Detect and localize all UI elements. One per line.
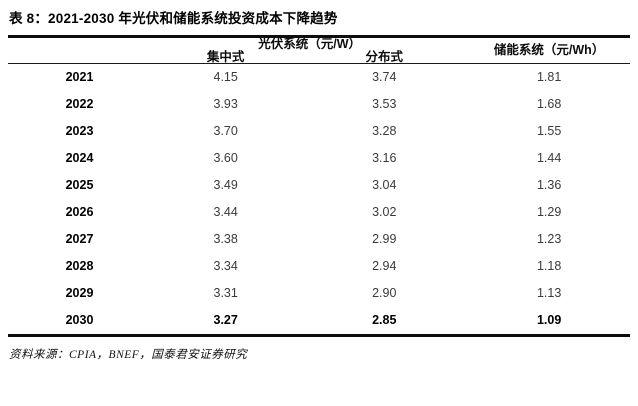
table-row: 2025 3.49 3.04 1.36 xyxy=(8,172,630,199)
table-header: 光伏系统（元/W） 储能系统（元/Wh） 集中式 分布式 xyxy=(8,37,630,64)
year-cell: 2024 xyxy=(65,151,94,165)
centralized-cost-cell: 3.49 xyxy=(213,178,238,192)
year-column-header-spacer xyxy=(8,37,151,51)
distributed-cost-cell: 3.74 xyxy=(372,70,397,84)
table-row: 2030 3.27 2.85 1.09 xyxy=(8,307,630,336)
storage-cost-cell: 1.18 xyxy=(536,259,562,273)
storage-system-group-header: 储能系统（元/Wh） xyxy=(493,43,605,58)
table-row: 2028 3.34 2.94 1.18 xyxy=(8,253,630,280)
table-row: 2021 4.15 3.74 1.81 xyxy=(8,64,630,92)
table-row: 2027 3.38 2.99 1.23 xyxy=(8,226,630,253)
centralized-cost-cell: 3.93 xyxy=(213,97,238,111)
table-row: 2026 3.44 3.02 1.29 xyxy=(8,199,630,226)
distributed-cost-cell: 2.90 xyxy=(372,286,397,300)
table-row: 2029 3.31 2.90 1.13 xyxy=(8,280,630,307)
year-subheader-spacer xyxy=(8,51,151,64)
distributed-cost-cell: 2.94 xyxy=(372,259,397,273)
centralized-cost-cell: 3.70 xyxy=(213,124,238,138)
table-title: 表 8：2021-2030 年光伏和储能系统投资成本下降趋势 xyxy=(9,11,338,26)
centralized-cost-cell: 4.15 xyxy=(213,70,238,84)
centralized-cost-cell: 3.27 xyxy=(213,313,238,327)
centralized-cost-cell: 3.38 xyxy=(213,232,238,246)
sub-header-row: 集中式 分布式 xyxy=(8,49,630,64)
table-row: 2024 3.60 3.16 1.44 xyxy=(8,145,630,172)
table-row: 2022 3.93 3.53 1.68 xyxy=(8,91,630,118)
storage-cost-cell: 1.44 xyxy=(536,151,562,165)
storage-cost-cell: 1.23 xyxy=(536,232,562,246)
storage-cost-cell: 1.81 xyxy=(536,70,562,84)
storage-cost-cell: 1.55 xyxy=(536,124,562,138)
distributed-cost-cell: 2.99 xyxy=(372,232,397,246)
distributed-cost-cell: 3.02 xyxy=(372,205,397,219)
cost-table: 光伏系统（元/W） 储能系统（元/Wh） 集中式 分布式 2021 4.15 3… xyxy=(8,35,630,337)
centralized-cost-cell: 3.60 xyxy=(213,151,238,165)
distributed-cost-cell: 2.85 xyxy=(372,313,397,327)
year-cell: 2022 xyxy=(65,97,94,111)
year-cell: 2023 xyxy=(65,124,94,138)
year-cell: 2030 xyxy=(65,313,94,327)
distributed-cost-cell: 3.16 xyxy=(372,151,397,165)
centralized-cost-cell: 3.44 xyxy=(213,205,238,219)
year-cell: 2026 xyxy=(65,205,94,219)
year-cell: 2025 xyxy=(65,178,94,192)
year-cell: 2029 xyxy=(65,286,94,300)
centralized-cost-cell: 3.31 xyxy=(213,286,238,300)
storage-cost-cell: 1.13 xyxy=(536,286,562,300)
table-row: 2023 3.70 3.28 1.55 xyxy=(8,118,630,145)
group-header-row: 光伏系统（元/W） 储能系统（元/Wh） xyxy=(8,37,630,57)
storage-cost-cell: 1.36 xyxy=(536,178,562,192)
distributed-cost-cell: 3.28 xyxy=(372,124,397,138)
source-note: 资料来源：CPIA，BNEF，国泰君安证券研究 xyxy=(9,349,248,361)
year-cell: 2027 xyxy=(65,232,94,246)
pv-system-group-header: 光伏系统（元/W） xyxy=(258,37,362,51)
centralized-cost-cell: 3.34 xyxy=(213,259,238,273)
distributed-cost-cell: 3.53 xyxy=(372,97,397,111)
year-cell: 2028 xyxy=(65,259,94,273)
distributed-column-header: 分布式 xyxy=(365,49,404,64)
distributed-cost-cell: 3.04 xyxy=(372,178,397,192)
centralized-column-header: 集中式 xyxy=(206,49,245,64)
year-cell: 2021 xyxy=(65,70,94,84)
storage-cost-cell: 1.29 xyxy=(536,205,562,219)
storage-cost-cell: 1.09 xyxy=(536,313,562,327)
table-body: 2021 4.15 3.74 1.81 2022 3.93 3.53 1.68 … xyxy=(8,64,630,336)
storage-cost-cell: 1.68 xyxy=(536,97,562,111)
